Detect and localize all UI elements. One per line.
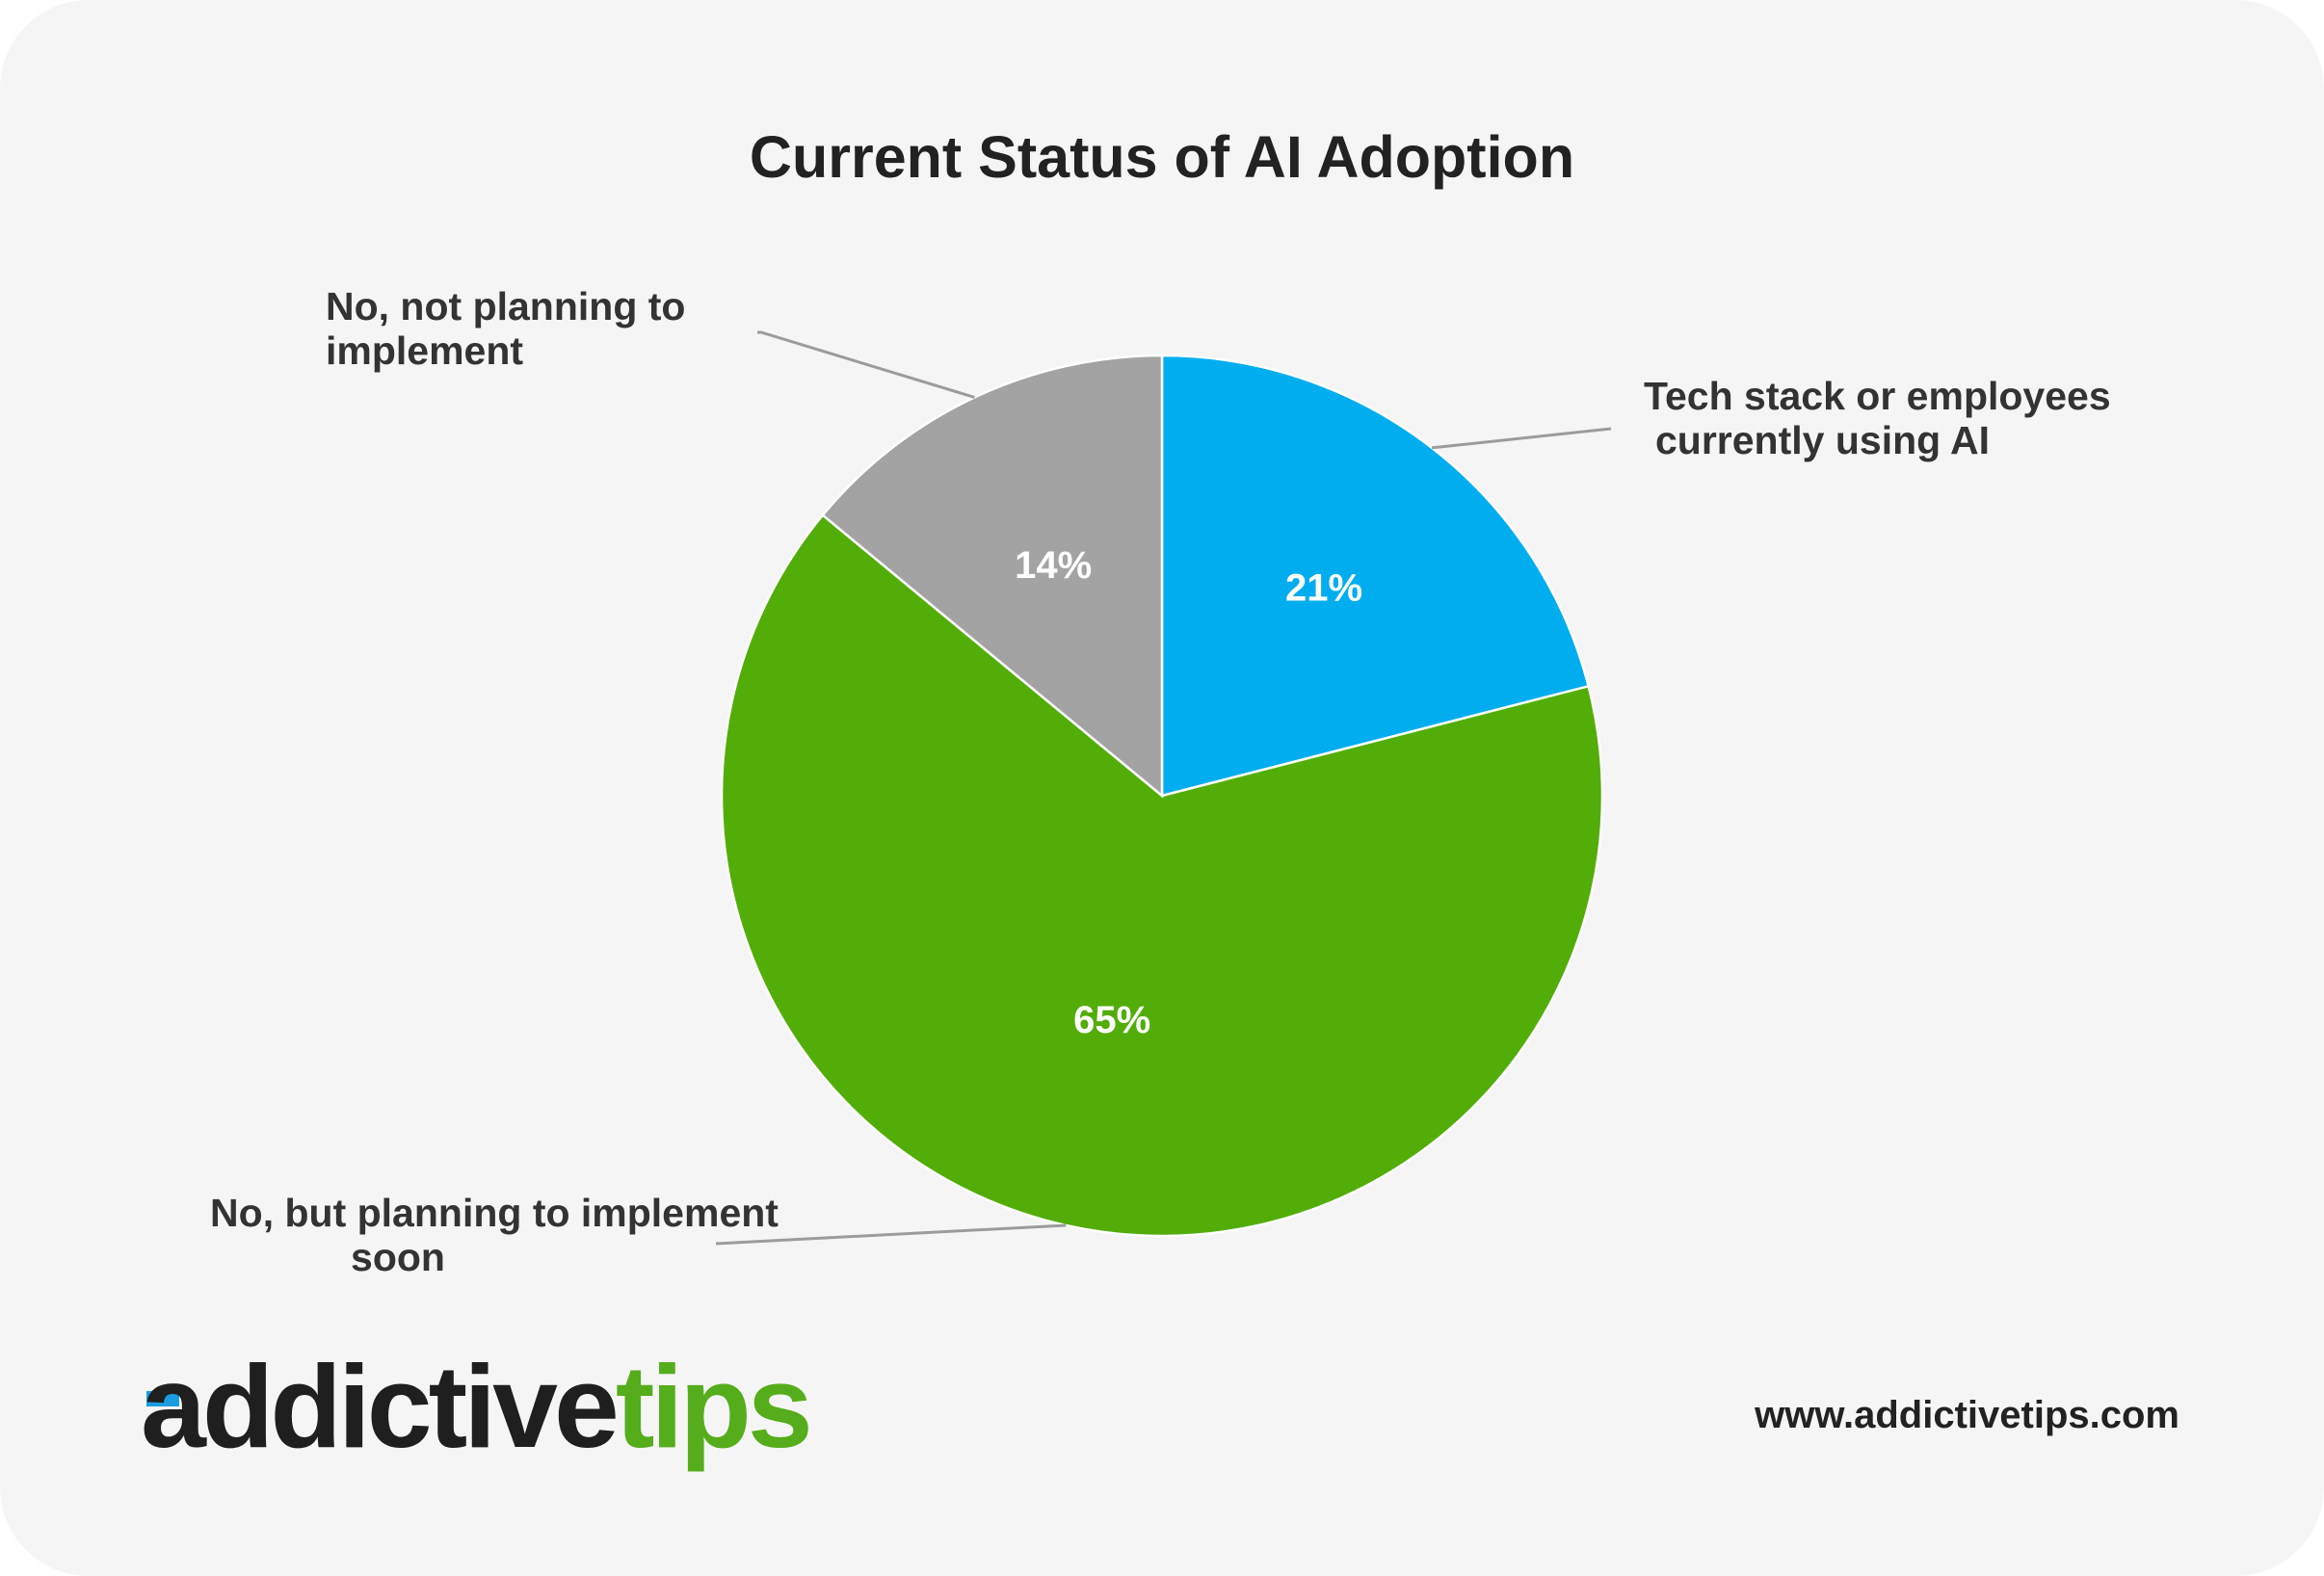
slice-label-line: No, but planning to implement bbox=[210, 1191, 779, 1235]
slice-label-line: currently using AI bbox=[1655, 418, 1991, 462]
slice-value-label: 21% bbox=[1285, 566, 1362, 609]
slice-label-using-ai: Tech stack or employees currently using … bbox=[1644, 374, 2111, 462]
slice-label-not-planning: No, not planning to implement bbox=[326, 284, 685, 373]
logo-word-tips: tips bbox=[615, 1341, 813, 1472]
leader-line bbox=[757, 330, 975, 399]
slice-label-planning-soon: No, but planning to implement soon bbox=[186, 1191, 803, 1279]
addictivetips-logo: addictivetips bbox=[141, 1348, 813, 1465]
chart-title: Current Status of AI Adoption bbox=[749, 124, 1575, 190]
logo-word-addictive: addictive bbox=[141, 1341, 620, 1472]
logo-accent-mark bbox=[146, 1391, 179, 1406]
slice-label-line: soon bbox=[351, 1235, 445, 1279]
site-url: www.addictivetips.com bbox=[1755, 1394, 2179, 1436]
leader-line bbox=[715, 1223, 1067, 1246]
slice-value-label: 65% bbox=[1073, 999, 1150, 1041]
slice-label-line: implement bbox=[326, 328, 524, 373]
slice-planning-soon bbox=[720, 512, 1604, 1238]
leader-line bbox=[1431, 427, 1612, 450]
slice-not-planning bbox=[821, 354, 1164, 799]
slice-label-line: No, not planning to bbox=[326, 284, 686, 328]
slice-value-label: 14% bbox=[1015, 544, 1092, 587]
slice-label-line: Tech stack or employees bbox=[1644, 374, 2111, 418]
slice-using-ai bbox=[1160, 354, 1591, 798]
